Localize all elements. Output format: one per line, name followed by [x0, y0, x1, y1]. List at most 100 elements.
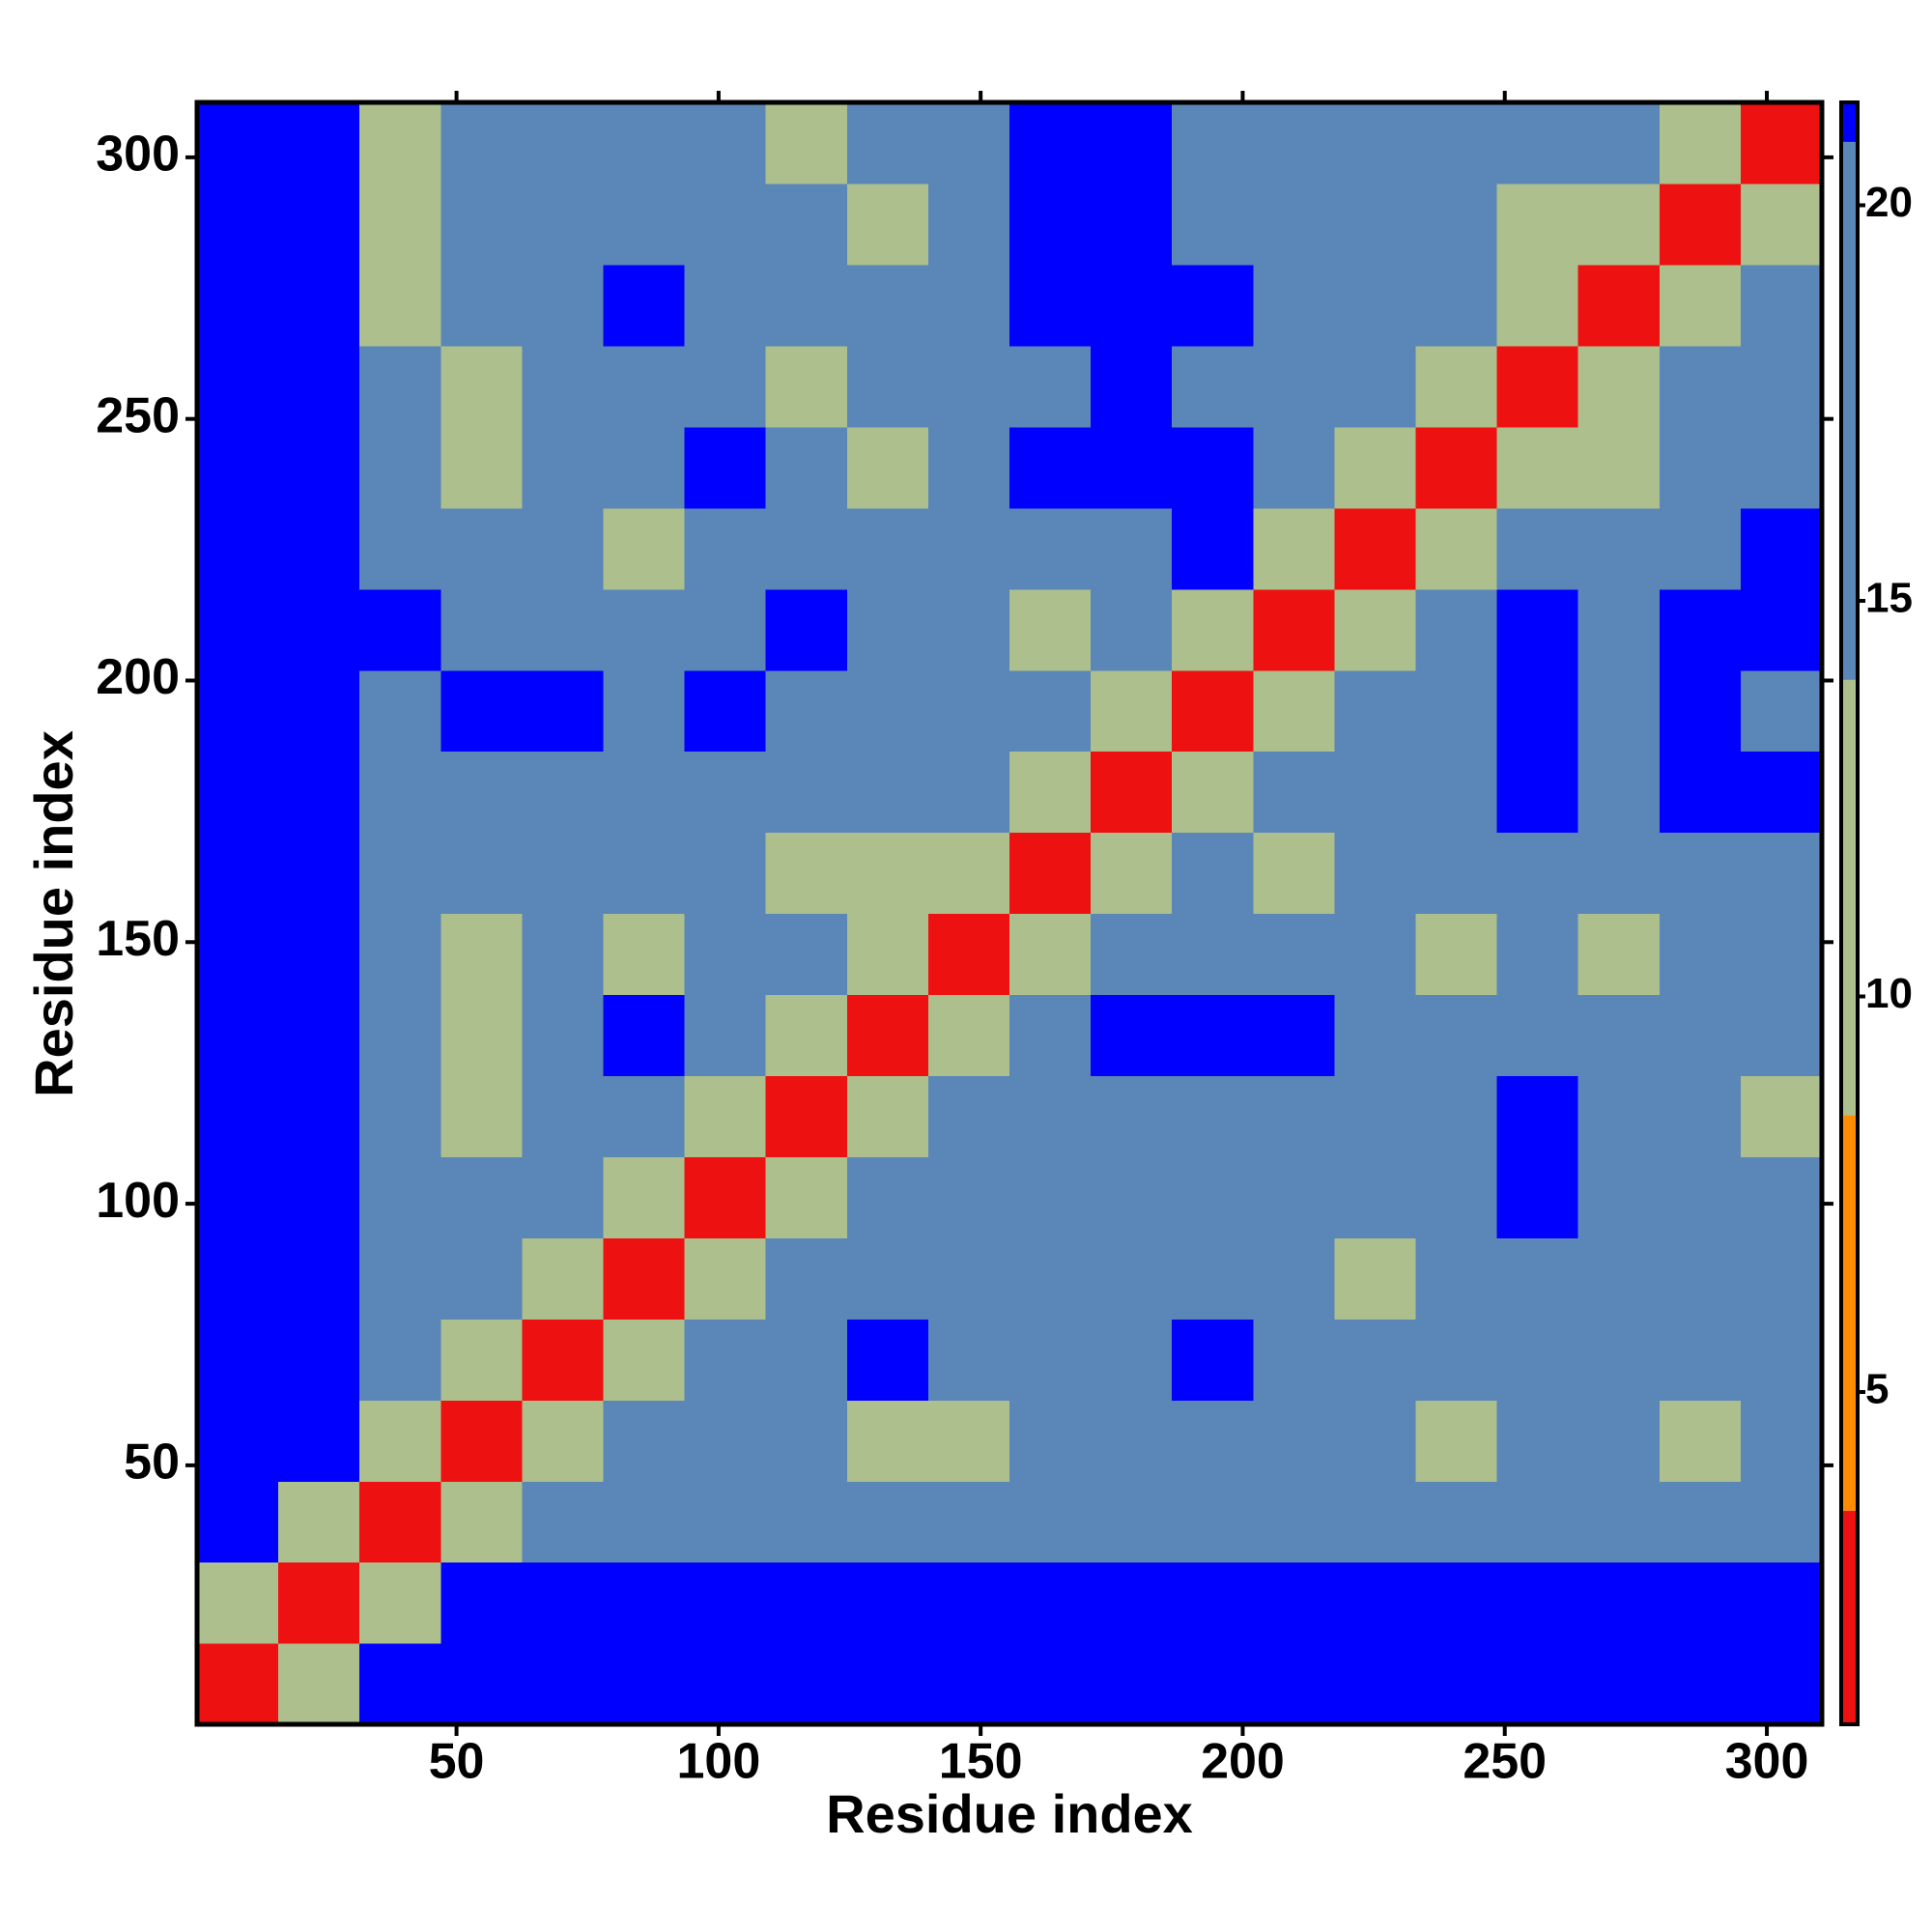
heatmap-cell	[1577, 1156, 1661, 1238]
heatmap-cell	[846, 913, 929, 996]
heatmap-cell	[603, 1237, 686, 1320]
heatmap-cell	[1253, 751, 1335, 834]
heatmap-cell	[278, 1400, 360, 1482]
heatmap-cell	[1009, 832, 1092, 915]
heatmap-cell	[278, 1156, 360, 1238]
heatmap-cell	[522, 669, 605, 753]
heatmap-cell	[1415, 345, 1498, 428]
heatmap-cell	[1172, 426, 1254, 509]
heatmap-cell	[440, 1400, 523, 1482]
heatmap-cell	[927, 345, 1010, 428]
heatmap-cell	[1091, 1075, 1173, 1157]
heatmap-cell	[1172, 1319, 1254, 1401]
heatmap-cell	[440, 264, 523, 347]
heatmap-cell	[1659, 588, 1742, 671]
heatmap-cell	[1740, 588, 1823, 671]
heatmap-cell	[1659, 751, 1742, 834]
heatmap-cell	[1091, 1237, 1173, 1320]
heatmap-cell	[1253, 1400, 1335, 1482]
heatmap-cell	[1253, 264, 1335, 347]
heatmap-cell	[1659, 1481, 1742, 1563]
heatmap-cell	[603, 913, 686, 996]
heatmap-cell	[1740, 102, 1823, 185]
colorbar-band	[1841, 679, 1858, 1116]
heatmap-cell	[765, 1075, 848, 1157]
heatmap-cell	[846, 994, 929, 1076]
y-tick-label: 250	[96, 387, 180, 443]
heatmap-cell	[1496, 1237, 1579, 1320]
heatmap-cell	[278, 913, 360, 996]
heatmap-cell	[1740, 345, 1823, 428]
heatmap-cell	[1496, 345, 1579, 428]
heatmap-cell	[684, 102, 767, 185]
heatmap-cell	[440, 1156, 523, 1238]
heatmap-cell	[1334, 832, 1417, 915]
heatmap-cell	[197, 345, 279, 428]
heatmap-cell	[765, 264, 848, 347]
heatmap-cell	[1415, 264, 1498, 347]
heatmap-cell	[1172, 1643, 1254, 1725]
heatmap-cell	[765, 669, 848, 753]
heatmap-cell	[927, 507, 1010, 590]
heatmap-cell	[927, 426, 1010, 509]
heatmap-cell	[359, 1156, 441, 1238]
heatmap-cell	[197, 751, 279, 834]
heatmap-cell	[440, 426, 523, 509]
heatmap-cell	[278, 507, 360, 590]
heatmap-cell	[1009, 1562, 1092, 1644]
heatmap-cell	[359, 426, 441, 509]
heatmap-cell	[1334, 1319, 1417, 1401]
heatmap-cell	[1334, 1562, 1417, 1644]
heatmap-cell	[440, 1643, 523, 1725]
heatmap-cell	[1334, 669, 1417, 753]
heatmap-cell	[1415, 669, 1498, 753]
heatmap-cell	[1415, 1481, 1498, 1563]
heatmap-cell	[440, 588, 523, 671]
heatmap-cell	[522, 994, 605, 1076]
heatmap-cell	[522, 1643, 605, 1725]
heatmap-cell	[603, 345, 686, 428]
heatmap-cell	[1009, 913, 1092, 996]
heatmap-cell	[1577, 102, 1661, 185]
heatmap-cell	[1009, 507, 1092, 590]
heatmap-cell	[1740, 751, 1823, 834]
heatmap-cell	[927, 1075, 1010, 1157]
heatmap-cell	[1659, 994, 1742, 1076]
heatmap-cell	[1740, 1237, 1823, 1320]
heatmap-cell	[522, 1400, 605, 1482]
heatmap-cell	[846, 669, 929, 753]
heatmap-cell	[1172, 913, 1254, 996]
heatmap-cell	[359, 102, 441, 185]
heatmap-cell	[1334, 102, 1417, 185]
heatmap-cell	[522, 1075, 605, 1157]
heatmap-cell	[1577, 1319, 1661, 1401]
heatmap-cell	[846, 1319, 929, 1401]
heatmap-cell	[846, 751, 929, 834]
heatmap-cell	[684, 994, 767, 1076]
heatmap-cell	[1496, 264, 1579, 347]
heatmap-cell	[1740, 1075, 1823, 1157]
heatmap-cell	[1496, 102, 1579, 185]
heatmap-cell	[1253, 832, 1335, 915]
heatmap-cell	[603, 264, 686, 347]
heatmap-cell	[1334, 1075, 1417, 1157]
heatmap-cell	[1334, 994, 1417, 1076]
heatmap-cell	[846, 1400, 929, 1482]
heatmap-cell	[522, 426, 605, 509]
heatmap-cell	[603, 1481, 686, 1563]
heatmap-cell	[359, 751, 441, 834]
heatmap-cell	[522, 1319, 605, 1401]
heatmap-cell	[1334, 426, 1417, 509]
heatmap-cell	[1740, 1400, 1823, 1482]
heatmap-cell	[927, 994, 1010, 1076]
heatmap-cell	[1659, 913, 1742, 996]
heatmap-cell	[1577, 1562, 1661, 1644]
heatmap-cell	[359, 1319, 441, 1401]
heatmap-cell	[1740, 183, 1823, 266]
heatmap-cell	[1496, 751, 1579, 834]
heatmap-cell	[1091, 1481, 1173, 1563]
heatmap-cell	[359, 183, 441, 266]
heatmap-cell	[440, 345, 523, 428]
heatmap-cell	[1659, 1156, 1742, 1238]
